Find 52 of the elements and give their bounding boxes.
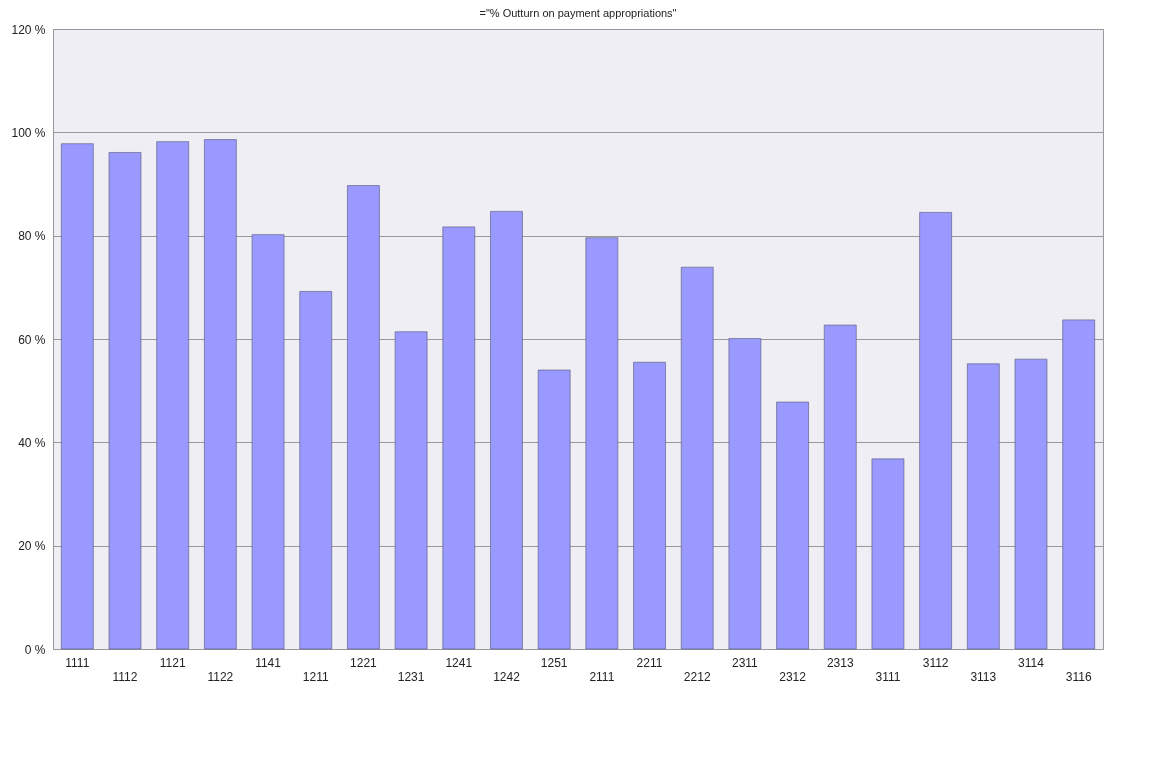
x-tick-label: 2212 [683, 669, 711, 684]
bar [823, 324, 857, 650]
bar [394, 331, 428, 650]
x-tick-label: 1231 [397, 669, 425, 684]
bar [442, 226, 476, 650]
x-tick-label: 1141 [255, 655, 282, 670]
x-tick-label: 1122 [207, 669, 234, 684]
y-tick-label: 0 % [24, 642, 46, 657]
x-tick-label: 2311 [731, 655, 759, 670]
x-tick-label: 1121 [159, 655, 186, 670]
bar [156, 141, 189, 650]
bar [728, 338, 762, 650]
x-tick-label: 1241 [445, 655, 473, 670]
x-tick-label: 1112 [112, 669, 138, 684]
x-tick-label: 3113 [970, 669, 997, 684]
bar [633, 361, 666, 650]
y-tick-label: 80 % [18, 229, 46, 244]
bar [871, 458, 905, 650]
bar [204, 139, 237, 650]
x-tick-label: 1242 [493, 669, 521, 684]
x-tick-label: 3111 [875, 669, 901, 684]
x-tick-label: 1111 [65, 655, 90, 670]
bar [251, 234, 285, 650]
y-tick-label: 40 % [18, 435, 46, 450]
x-tick-label: 2313 [826, 655, 854, 670]
y-tick-label: 100 % [11, 125, 46, 140]
y-tick-label: 120 % [11, 22, 46, 37]
x-tick-label: 2312 [779, 669, 807, 684]
bar [776, 401, 809, 650]
x-tick-label: 3116 [1065, 669, 1092, 684]
y-tick-label: 20 % [18, 539, 46, 554]
bar [299, 291, 333, 650]
bar [919, 212, 952, 650]
chart-title: ="% Outturn on payment appropriations" [479, 7, 677, 19]
bar [490, 211, 523, 650]
x-tick-label: 3112 [922, 655, 949, 670]
bar [585, 237, 619, 650]
x-tick-label: 1251 [540, 655, 568, 670]
x-tick-label: 2211 [636, 655, 663, 670]
bar [537, 369, 571, 650]
x-tick-label: 2111 [589, 669, 615, 684]
bar [347, 185, 380, 650]
bar [967, 363, 1000, 650]
x-tick-label: 1211 [302, 669, 329, 684]
y-tick-label: 60 % [18, 332, 46, 347]
x-tick-label: 3114 [1018, 655, 1045, 670]
bar [108, 152, 142, 650]
x-tick-label: 1221 [350, 655, 378, 670]
bar [1062, 319, 1095, 650]
bar [680, 266, 714, 650]
bar [1014, 358, 1048, 650]
bar [61, 143, 94, 650]
